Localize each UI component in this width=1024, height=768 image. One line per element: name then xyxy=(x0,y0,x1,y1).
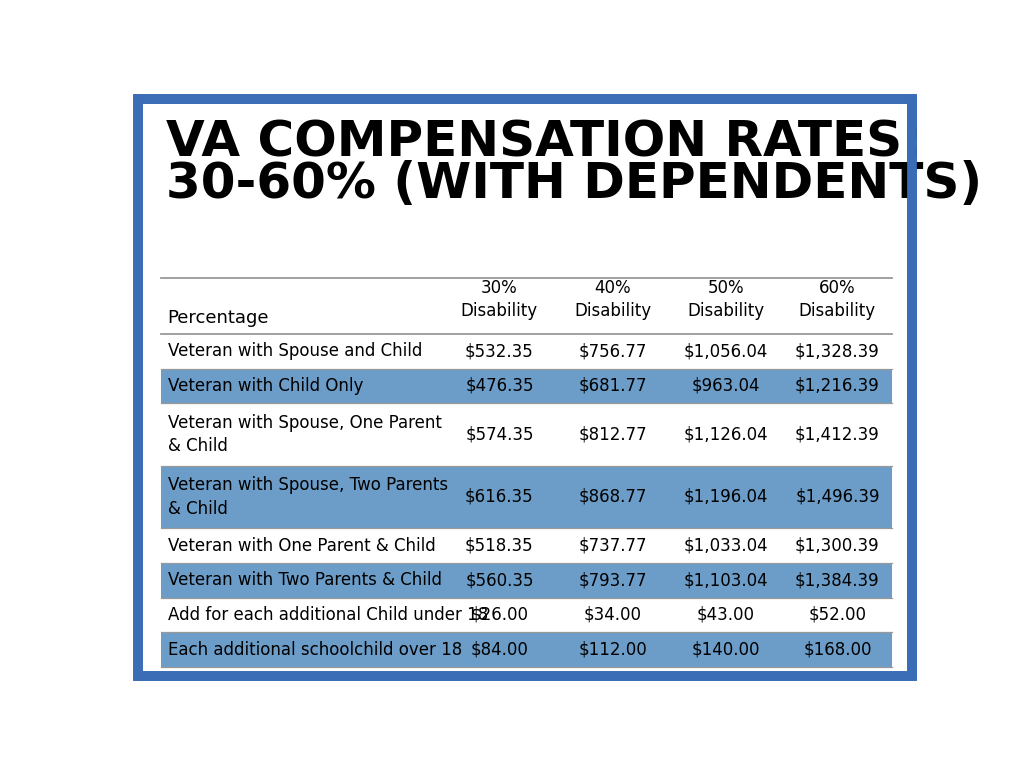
Text: $737.77: $737.77 xyxy=(579,537,647,554)
Text: $560.35: $560.35 xyxy=(465,571,534,589)
Text: $963.04: $963.04 xyxy=(691,377,760,395)
Text: $26.00: $26.00 xyxy=(470,606,528,624)
Bar xyxy=(162,465,892,528)
Text: $616.35: $616.35 xyxy=(465,488,534,506)
Text: $168.00: $168.00 xyxy=(803,641,871,659)
Text: Veteran with One Parent & Child: Veteran with One Parent & Child xyxy=(168,537,435,554)
Text: $43.00: $43.00 xyxy=(697,606,755,624)
Text: 30%
Disability: 30% Disability xyxy=(461,279,538,320)
Text: $1,300.39: $1,300.39 xyxy=(795,537,880,554)
Text: 60%
Disability: 60% Disability xyxy=(799,279,876,320)
Text: $1,412.39: $1,412.39 xyxy=(795,425,880,444)
Text: Veteran with Two Parents & Child: Veteran with Two Parents & Child xyxy=(168,571,441,589)
Text: $1,033.04: $1,033.04 xyxy=(684,537,768,554)
Text: $84.00: $84.00 xyxy=(470,641,528,659)
Text: 30-60% (WITH DEPENDENTS): 30-60% (WITH DEPENDENTS) xyxy=(166,161,982,208)
FancyBboxPatch shape xyxy=(137,99,912,677)
Text: $574.35: $574.35 xyxy=(465,425,534,444)
Text: $868.77: $868.77 xyxy=(579,488,647,506)
Text: Veteran with Child Only: Veteran with Child Only xyxy=(168,377,364,395)
Text: 40%
Disability: 40% Disability xyxy=(574,279,651,320)
Text: $681.77: $681.77 xyxy=(579,377,647,395)
Bar xyxy=(162,334,892,369)
Text: $1,216.39: $1,216.39 xyxy=(795,377,880,395)
Text: $1,496.39: $1,496.39 xyxy=(796,488,880,506)
Text: Add for each additional Child under 18: Add for each additional Child under 18 xyxy=(168,606,487,624)
Text: $756.77: $756.77 xyxy=(579,343,647,360)
Text: $112.00: $112.00 xyxy=(579,641,647,659)
Bar xyxy=(162,279,892,334)
Text: $476.35: $476.35 xyxy=(465,377,534,395)
Text: $532.35: $532.35 xyxy=(465,343,534,360)
Text: $1,126.04: $1,126.04 xyxy=(684,425,768,444)
Bar xyxy=(162,563,892,598)
Text: $518.35: $518.35 xyxy=(465,537,534,554)
Text: $1,196.04: $1,196.04 xyxy=(684,488,768,506)
Text: Each additional schoolchild over 18: Each additional schoolchild over 18 xyxy=(168,641,462,659)
Text: $1,384.39: $1,384.39 xyxy=(795,571,880,589)
Bar xyxy=(162,632,892,667)
Text: VA COMPENSATION RATES:: VA COMPENSATION RATES: xyxy=(166,119,923,167)
Bar xyxy=(162,369,892,403)
Text: $1,056.04: $1,056.04 xyxy=(684,343,768,360)
Bar xyxy=(162,598,892,632)
Text: $140.00: $140.00 xyxy=(691,641,760,659)
Text: Veteran with Spouse, Two Parents
& Child: Veteran with Spouse, Two Parents & Child xyxy=(168,476,447,518)
Text: Percentage: Percentage xyxy=(168,310,269,327)
Text: Veteran with Spouse, One Parent
& Child: Veteran with Spouse, One Parent & Child xyxy=(168,414,441,455)
Text: $1,328.39: $1,328.39 xyxy=(795,343,880,360)
Text: 50%
Disability: 50% Disability xyxy=(687,279,765,320)
Text: $34.00: $34.00 xyxy=(584,606,642,624)
Bar xyxy=(162,528,892,563)
Text: $812.77: $812.77 xyxy=(579,425,647,444)
Text: Veteran with Spouse and Child: Veteran with Spouse and Child xyxy=(168,343,422,360)
Text: $52.00: $52.00 xyxy=(808,606,866,624)
Bar xyxy=(162,403,892,465)
Text: $1,103.04: $1,103.04 xyxy=(684,571,768,589)
Text: $793.77: $793.77 xyxy=(579,571,647,589)
